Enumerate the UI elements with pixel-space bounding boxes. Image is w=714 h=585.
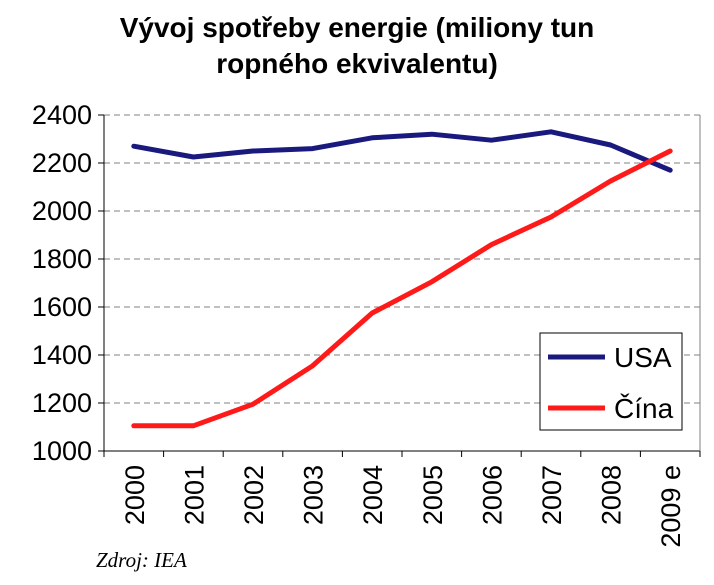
chart-title-line-1: Vývoj spotřeby energie (miliony tun bbox=[119, 12, 595, 43]
y-axis-ticks: 1000 1200 1400 1600 1800 2000 2200 2400 bbox=[32, 100, 92, 466]
series-lines bbox=[131, 129, 673, 429]
y-tick-label-1000: 1000 bbox=[32, 436, 92, 466]
legend-box bbox=[539, 332, 683, 431]
x-axis-ticks: 2000 2001 2002 2003 2004 2005 2006 2007 2008 2009… bbox=[120, 465, 686, 548]
legend-label-cina: Čína bbox=[614, 393, 674, 424]
x-tick-label-2009-e: 2009 e bbox=[656, 465, 686, 548]
y-tick-label-1400: 1400 bbox=[32, 340, 92, 370]
y-tick-label-2200: 2200 bbox=[32, 148, 92, 178]
legend-label-usa: USA bbox=[614, 342, 672, 373]
chart-title-line-2: ropného ekvivalentu) bbox=[216, 48, 498, 79]
axes bbox=[98, 114, 701, 457]
series-line-usa bbox=[131, 129, 673, 173]
x-tick-label-2008: 2008 bbox=[597, 465, 627, 525]
x-tick-label-2007: 2007 bbox=[537, 465, 567, 525]
legend: USA Čína bbox=[539, 332, 683, 431]
source-note: Zdroj: IEA bbox=[96, 548, 187, 572]
y-tick-label-1200: 1200 bbox=[32, 388, 92, 418]
y-tick-label-2400: 2400 bbox=[32, 100, 92, 130]
x-tick-label-2003: 2003 bbox=[299, 465, 329, 525]
x-tick-label-2004: 2004 bbox=[358, 465, 388, 525]
x-tick-label-2002: 2002 bbox=[239, 465, 269, 525]
x-tick-label-2006: 2006 bbox=[477, 465, 507, 525]
y-tick-label-1600: 1600 bbox=[32, 292, 92, 322]
x-tick-label-2000: 2000 bbox=[120, 465, 150, 525]
x-tick-label-2001: 2001 bbox=[179, 465, 209, 525]
series-line-cina bbox=[131, 148, 673, 429]
y-tick-label-1800: 1800 bbox=[32, 244, 92, 274]
y-tick-label-2000: 2000 bbox=[32, 196, 92, 226]
chart-title: Vývoj spotřeby energie (miliony tun ropn… bbox=[0, 10, 714, 82]
x-tick-label-2005: 2005 bbox=[418, 465, 448, 525]
